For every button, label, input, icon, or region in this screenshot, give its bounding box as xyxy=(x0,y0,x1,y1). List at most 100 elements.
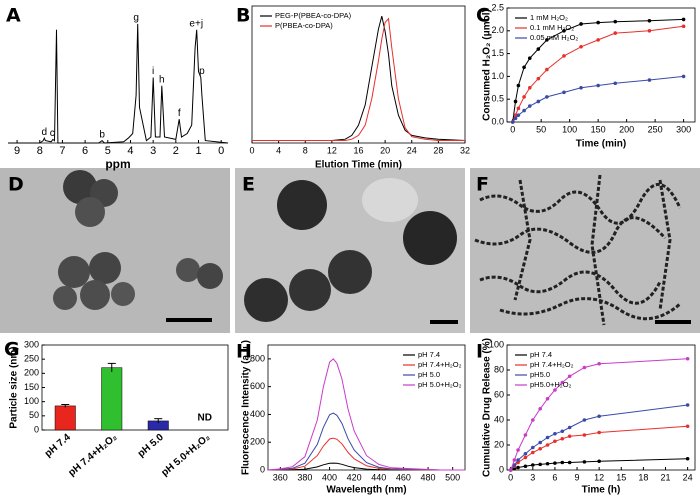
y-tick-label: 0.5 xyxy=(491,94,504,104)
data-point xyxy=(545,67,549,72)
data-point xyxy=(523,451,528,456)
data-point xyxy=(516,458,520,462)
data-point xyxy=(522,95,526,99)
tem-image-e: E xyxy=(235,168,465,333)
y-tick-label: 300 xyxy=(24,339,39,349)
particle xyxy=(63,170,97,204)
series-line xyxy=(8,23,229,144)
y-tick-label: 0 xyxy=(260,464,265,474)
data-point xyxy=(508,468,513,472)
x-axis-label: Elution Time (min) xyxy=(315,160,402,171)
x-tick-label: 460 xyxy=(396,472,411,482)
y-tick-label: 100 xyxy=(24,396,39,406)
particle xyxy=(111,282,135,306)
x-tick-label: 6 xyxy=(552,472,557,482)
data-point xyxy=(567,460,572,465)
data-point xyxy=(562,54,566,58)
data-point xyxy=(582,460,587,464)
data-point xyxy=(523,433,528,437)
x-tick-label: 400 xyxy=(322,472,337,482)
peak-label: p xyxy=(199,66,205,77)
x-tick-label: 300 xyxy=(676,124,691,134)
data-point xyxy=(560,460,565,465)
panel-label: D xyxy=(8,174,24,196)
y-tick-label: 250 xyxy=(24,354,39,364)
x-tick-label: 6 xyxy=(82,145,88,157)
data-point xyxy=(613,31,618,35)
legend-label: pH 5.0 xyxy=(418,370,440,379)
legend-label: pH 7.4 xyxy=(530,350,552,359)
legend-label: 0.1 mM H₂O₂ xyxy=(530,23,574,32)
legend-label: pH5.0+H₂O₂ xyxy=(530,380,572,389)
data-point xyxy=(536,47,541,51)
particle xyxy=(176,258,200,282)
data-point xyxy=(538,446,542,451)
panel: I 0 3 6 9 12 15 18 21 24 0 20 40 60 80 100 Time (h) Cumul… xyxy=(476,338,696,496)
data-point xyxy=(560,429,565,434)
peak-label: e+j xyxy=(189,18,203,29)
x-axis-label: Wavelength (nm) xyxy=(326,485,406,496)
scale-bar xyxy=(166,318,212,322)
x-tick-label: 100 xyxy=(562,124,577,134)
data-point xyxy=(545,435,550,440)
x-tick-label: 4 xyxy=(276,145,281,155)
particle xyxy=(328,250,372,294)
bar xyxy=(54,405,76,431)
x-tick-label: 2 xyxy=(173,145,179,157)
data-point xyxy=(512,458,517,462)
scale-bar xyxy=(430,320,458,324)
particle xyxy=(289,269,331,311)
legend-label: PEG-P(PBEA-co-DPA) xyxy=(275,11,352,20)
data-point xyxy=(613,19,618,24)
y-tick-label: 2.0 xyxy=(491,25,504,35)
plot-frame xyxy=(267,344,466,471)
x-tick-label: 28 xyxy=(433,145,443,155)
x-tick-label: 0 xyxy=(510,124,515,134)
x-tick-label: 12 xyxy=(327,145,337,155)
plot-frame xyxy=(506,344,696,471)
particle xyxy=(89,252,121,284)
x-tick-label: 4 xyxy=(127,145,133,157)
artifact xyxy=(362,178,418,222)
data-point xyxy=(681,17,686,22)
data-point xyxy=(531,445,535,450)
y-tick-label: 1.5 xyxy=(491,48,504,58)
panel-label: C xyxy=(476,5,490,27)
series-line xyxy=(267,412,465,471)
aggregate-network xyxy=(474,174,682,326)
particle xyxy=(197,263,223,289)
x-tick-label: 9 xyxy=(14,145,20,157)
data-point xyxy=(685,456,690,461)
panel-label: E xyxy=(242,174,255,196)
data-point xyxy=(545,396,550,401)
peak-label: b xyxy=(99,129,105,140)
data-point xyxy=(516,465,520,470)
x-tick-label: 360 xyxy=(273,472,288,482)
data-point xyxy=(613,81,618,86)
x-tick-label: pH 7.4 xyxy=(43,432,73,460)
data-point xyxy=(536,99,541,104)
plot-frame xyxy=(506,7,696,123)
particle xyxy=(75,197,105,227)
y-axis-label: Fluorescence Intensity (a.u.) xyxy=(241,340,252,475)
y-tick-label: 600 xyxy=(250,381,265,391)
panel: C 0 50 100 150 200 250 300 0.0 0.5 1.0 1.5 2.0 2.5 Tim… xyxy=(476,2,696,150)
data-point xyxy=(553,388,557,392)
x-tick-label: 3 xyxy=(150,145,156,157)
peak-label: f xyxy=(178,108,181,119)
data-point xyxy=(538,406,542,411)
panel: B 0 4 8 12 16 20 24 28 32 Elution Time (min) PEG-P(… xyxy=(236,5,470,171)
data-point xyxy=(596,20,600,25)
x-tick-label: 200 xyxy=(619,124,634,134)
data-point xyxy=(597,414,601,419)
panel-label: A xyxy=(6,5,21,27)
peak-label: i xyxy=(152,66,154,77)
particle xyxy=(403,211,457,265)
data-point xyxy=(538,462,542,467)
data-point xyxy=(560,380,565,385)
legend-label: pH 7.4 xyxy=(418,350,440,359)
y-tick-label: 200 xyxy=(250,437,265,447)
panel: A 9 8 7 6 5 4 3 2 1 0 ppm d c b g ih f e+j p xyxy=(6,5,229,171)
data-point xyxy=(553,431,557,436)
panel: G 0 50 100 150 200 250 300 Particle size (nm) pH … xyxy=(4,339,229,479)
